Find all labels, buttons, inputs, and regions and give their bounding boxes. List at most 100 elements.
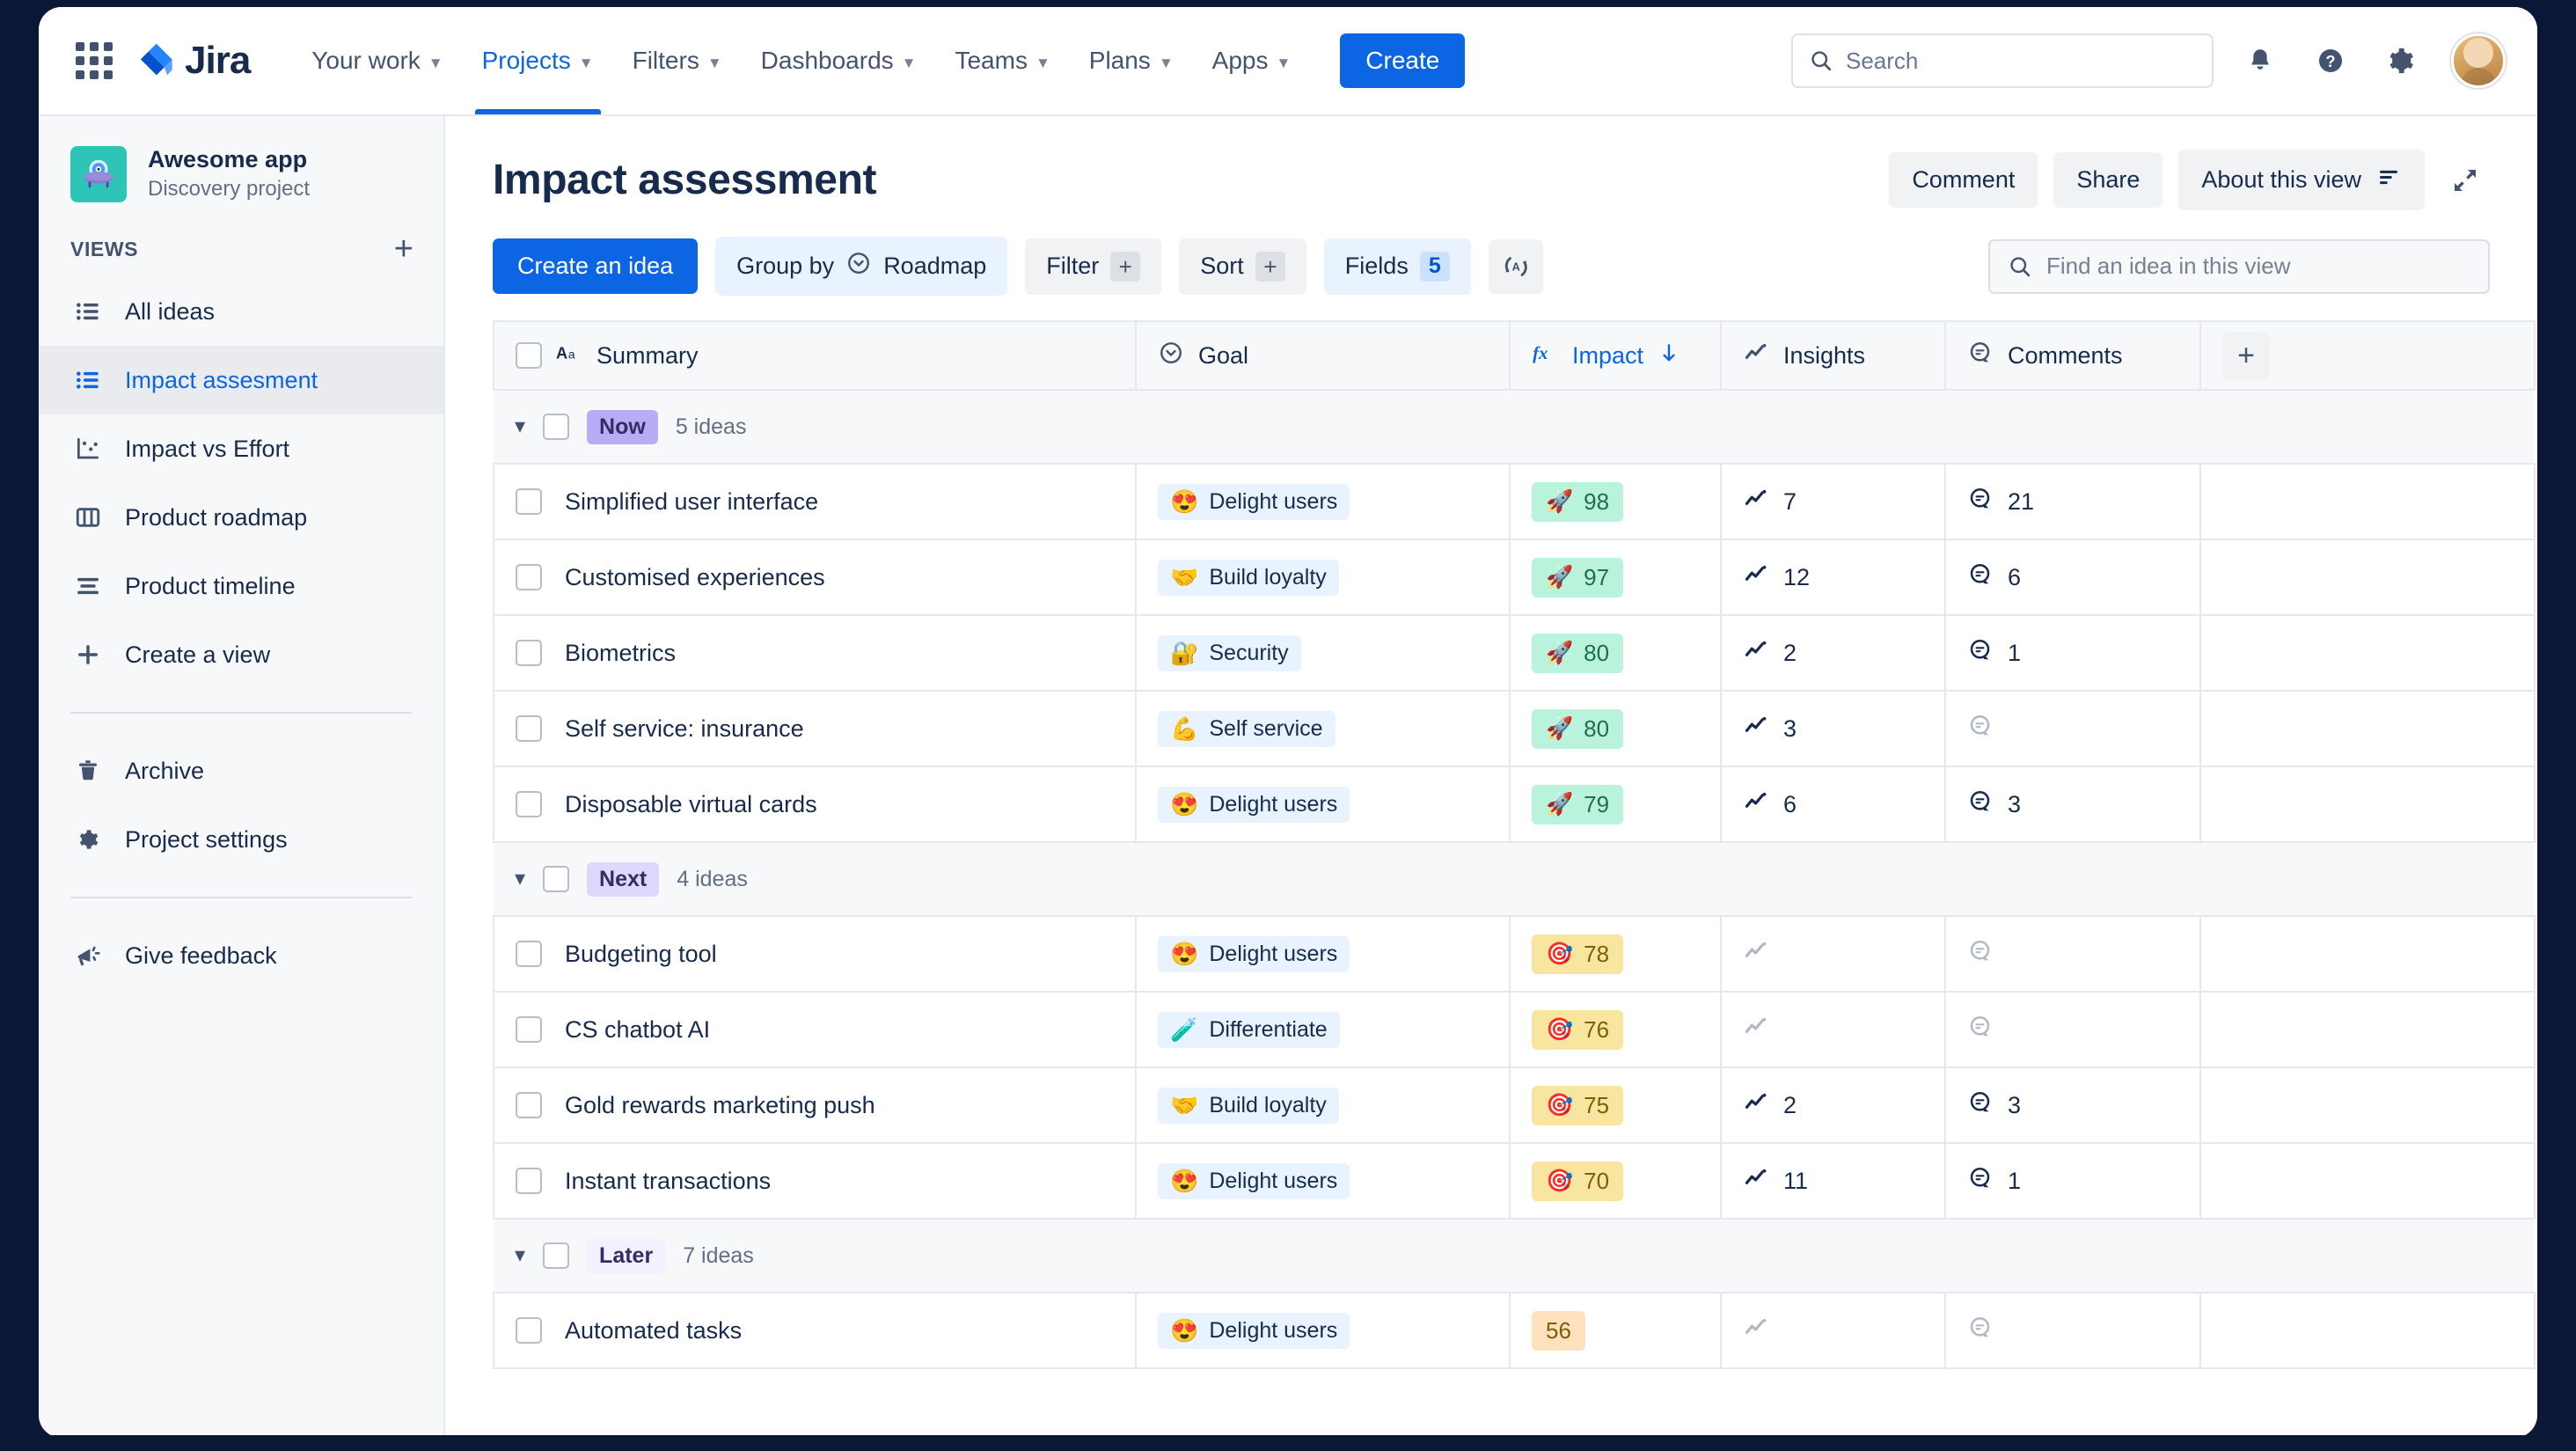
goal-cell[interactable]: 😍 Delight users [1135,463,1511,540]
group-collapse-caret-icon[interactable]: ▾ [515,414,526,438]
row-select-checkbox[interactable] [516,791,542,817]
row-select-checkbox[interactable] [516,1168,542,1194]
table-row[interactable]: CS chatbot AI 🧪 Differentiate 🎯 76 [493,991,2536,1068]
row-select-checkbox[interactable] [516,1092,542,1118]
impact-cell[interactable]: 🎯 70 [1509,1142,1722,1220]
row-select-checkbox[interactable] [516,715,542,742]
sort-button[interactable]: Sort + [1179,238,1306,295]
table-row[interactable]: Gold rewards marketing push 🤝 Build loyalt… [493,1066,2536,1144]
find-idea-input[interactable]: Find an idea in this view [1988,238,2490,294]
group-collapse-caret-icon[interactable]: ▾ [515,1243,526,1267]
select-all-checkbox[interactable] [516,342,542,369]
share-button[interactable]: Share [2053,152,2163,208]
insights-cell[interactable] [1720,1292,1946,1369]
summary-cell[interactable]: Self service: insurance [493,690,1137,767]
comments-cell[interactable]: 6 [1944,539,2201,616]
goal-cell[interactable]: 😍 Delight users [1135,1142,1511,1220]
summary-cell[interactable]: Simplified user interface [493,463,1137,540]
impact-cell[interactable]: 🎯 78 [1509,915,1722,993]
insights-cell[interactable]: 2 [1720,614,1946,692]
insights-cell[interactable]: 12 [1720,539,1946,616]
summary-cell[interactable]: CS chatbot AI [493,991,1137,1068]
goal-cell[interactable]: 🔐 Security [1135,614,1511,692]
summary-cell[interactable]: Automated tasks [493,1292,1137,1369]
sidebar-item-product-roadmap[interactable]: Product roadmap [39,483,443,552]
goal-cell[interactable]: 🧪 Differentiate [1135,991,1511,1068]
summary-cell[interactable]: Budgeting tool [493,915,1137,993]
impact-cell[interactable]: 🎯 76 [1509,991,1722,1068]
comments-cell[interactable] [1944,991,2201,1068]
project-header[interactable]: Awesome app Discovery project [39,146,443,203]
create-button[interactable]: Create [1340,33,1466,88]
impact-cell[interactable]: 🚀 80 [1509,690,1722,767]
sidebar-item-impact-assesment[interactable]: Impact assesment [39,346,443,415]
comments-cell[interactable]: 21 [1944,463,2201,540]
comments-cell[interactable]: 3 [1944,766,2201,843]
comments-cell[interactable]: 1 [1944,614,2201,692]
sidebar-item-project-settings[interactable]: Project settings [39,805,443,874]
create-an-idea-button[interactable]: Create an idea [493,238,699,294]
group-select-checkbox[interactable] [543,414,570,440]
comments-cell[interactable]: 1 [1944,1142,2201,1220]
insights-cell[interactable] [1720,915,1946,993]
add-column-plus-icon[interactable]: + [2222,332,2270,379]
summary-cell[interactable]: Customised experiences [493,539,1137,616]
fields-button[interactable]: Fields 5 [1323,238,1471,295]
impact-cell[interactable]: 🚀 98 [1509,463,1722,540]
nav-item-apps[interactable]: Apps ▼ [1193,7,1311,114]
impact-cell[interactable]: 🚀 97 [1509,539,1722,616]
sidebar-item-archive[interactable]: Archive [39,736,443,805]
sidebar-item-all-ideas[interactable]: All ideas [39,277,443,346]
group-by-button[interactable]: Group by Roadmap [715,237,1008,296]
nav-item-filters[interactable]: Filters ▼ [613,7,742,114]
table-row[interactable]: Automated tasks 😍 Delight users 56 [493,1292,2536,1369]
summary-cell[interactable]: Biometrics [493,614,1137,692]
table-row[interactable]: Budgeting tool 😍 Delight users 🎯 78 [493,915,2536,993]
column-header-impact[interactable]: fx Impact [1509,320,1722,391]
column-header-add[interactable]: + [2199,320,2536,391]
nav-item-your-work[interactable]: Your work ▼ [292,7,462,114]
nav-item-teams[interactable]: Teams ▼ [935,7,1069,114]
insights-cell[interactable] [1720,991,1946,1068]
help-icon[interactable]: ? [2307,37,2354,84]
insights-cell[interactable]: 2 [1720,1066,1946,1144]
table-row[interactable]: Customised experiences 🤝 Build loyalty 🚀 97 1… [493,539,2536,616]
insights-cell[interactable]: 6 [1720,766,1946,843]
group-select-checkbox[interactable] [543,866,570,892]
global-search-input[interactable]: Search [1791,33,2214,88]
comment-button[interactable]: Comment [1889,152,2038,208]
sidebar-item-give-feedback[interactable]: Give feedback [39,921,443,990]
column-header-comments[interactable]: Comments [1944,320,2201,391]
goal-cell[interactable]: 🤝 Build loyalty [1135,1066,1511,1144]
impact-cell[interactable]: 56 [1509,1292,1722,1369]
row-select-checkbox[interactable] [516,564,542,590]
insights-cell[interactable]: 7 [1720,463,1946,540]
auto-sort-icon[interactable]: A [1488,238,1543,294]
sidebar-item-create-a-view[interactable]: Create a view [39,620,443,689]
goal-cell[interactable]: 😍 Delight users [1135,766,1511,843]
settings-icon[interactable] [2377,37,2425,84]
row-select-checkbox[interactable] [516,941,542,967]
row-select-checkbox[interactable] [516,488,542,515]
nav-item-projects[interactable]: Projects ▼ [463,7,613,114]
goal-cell[interactable]: 💪 Self service [1135,690,1511,767]
comments-cell[interactable] [1944,1292,2201,1369]
impact-cell[interactable]: 🚀 79 [1509,766,1722,843]
table-row[interactable]: Biometrics 🔐 Security 🚀 80 2 1 [493,614,2536,692]
jira-logo[interactable]: Jira [135,39,251,83]
summary-cell[interactable]: Disposable virtual cards [493,766,1137,843]
row-select-checkbox[interactable] [516,640,542,666]
goal-cell[interactable]: 😍 Delight users [1135,1292,1511,1369]
column-header-goal[interactable]: Goal [1135,320,1511,391]
table-row[interactable]: Simplified user interface 😍 Delight users 🚀… [493,463,2536,540]
goal-cell[interactable]: 🤝 Build loyalty [1135,539,1511,616]
impact-cell[interactable]: 🚀 80 [1509,614,1722,692]
comments-cell[interactable]: 3 [1944,1066,2201,1144]
sidebar-item-impact-vs-effort[interactable]: Impact vs Effort [39,414,443,483]
table-row[interactable]: Disposable virtual cards 😍 Delight users 🚀 7… [493,766,2536,843]
group-collapse-caret-icon[interactable]: ▾ [515,867,526,890]
summary-cell[interactable]: Instant transactions [493,1142,1137,1220]
expand-icon[interactable] [2441,156,2490,205]
insights-cell[interactable]: 3 [1720,690,1946,767]
table-row[interactable]: Self service: insurance 💪 Self service 🚀 80 3 [493,690,2536,767]
